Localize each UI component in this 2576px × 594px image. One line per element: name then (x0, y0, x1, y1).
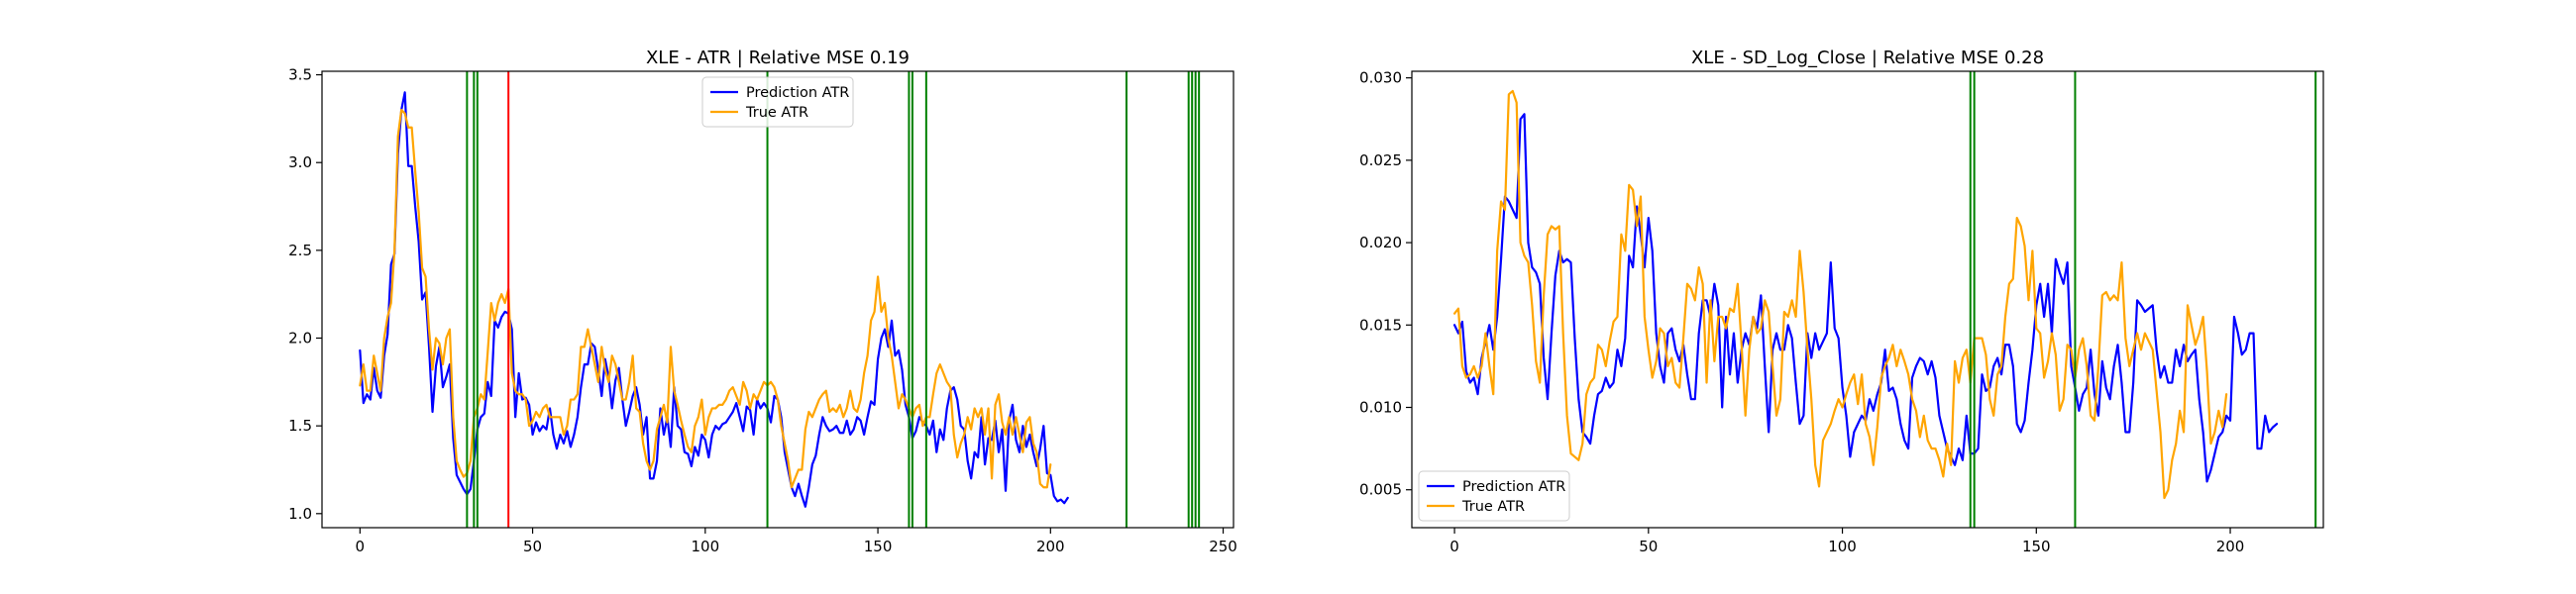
legend-box (701, 76, 854, 128)
y-tick-label: 0.005 (1359, 481, 1402, 499)
chart-2: 0 50 100 150 200 0.005 0.010 0.015 0.020 0.025 0.0… (1359, 48, 2324, 555)
series-line-true (359, 108, 1052, 489)
legend: Prediction ATR True ATR (1418, 470, 1570, 522)
axes-frame (321, 70, 1234, 529)
x-tick-label: 200 (1036, 538, 1065, 555)
chart-1: 0 50 100 150 200 250 1.0 1.5 2.0 2.5 3.0 3.5 XLE - A… (288, 48, 1237, 555)
x-tick-label: 100 (1828, 538, 1857, 555)
y-tick-label: 3.0 (288, 153, 312, 171)
axes-frame (1411, 70, 2324, 529)
x-tick-label: 250 (1209, 538, 1237, 555)
chart-title: XLE - SD_Log_Close | Relative MSE 0.28 (1691, 48, 2044, 68)
y-tick-label: 2.5 (288, 242, 312, 259)
y-tick-label: 0.030 (1359, 69, 1402, 87)
y-tick-label: 0.020 (1359, 234, 1402, 251)
plot-area (1452, 71, 2317, 528)
x-tick-label: 0 (1449, 538, 1459, 555)
y-tick-label: 0.010 (1359, 399, 1402, 417)
y-tick-label: 0.025 (1359, 151, 1402, 169)
legend-label: Prediction ATR (746, 85, 849, 101)
plot-area (359, 71, 1201, 528)
legend-box (1418, 470, 1570, 522)
y-tick-label: 0.015 (1359, 316, 1402, 334)
legend-label: Prediction ATR (1462, 479, 1565, 495)
x-tick-label: 150 (864, 538, 893, 555)
chart-title: XLE - ATR | Relative MSE 0.19 (646, 48, 910, 68)
legend-label: True ATR (745, 105, 808, 121)
x-tick-label: 200 (2216, 538, 2245, 555)
x-tick-label: 50 (1639, 538, 1658, 555)
y-tick-label: 1.5 (288, 417, 312, 435)
y-tick-label: 3.5 (288, 66, 312, 84)
x-tick-label: 50 (523, 538, 542, 555)
x-tick-label: 0 (356, 538, 366, 555)
series-line-true (1452, 89, 2228, 500)
y-tick-label: 2.0 (288, 330, 312, 347)
y-tick-label: 1.0 (288, 505, 312, 523)
x-tick-label: 100 (691, 538, 719, 555)
x-tick-label: 150 (2022, 538, 2051, 555)
legend: Prediction ATR True ATR (701, 76, 854, 128)
legend-label: True ATR (1461, 499, 1525, 515)
